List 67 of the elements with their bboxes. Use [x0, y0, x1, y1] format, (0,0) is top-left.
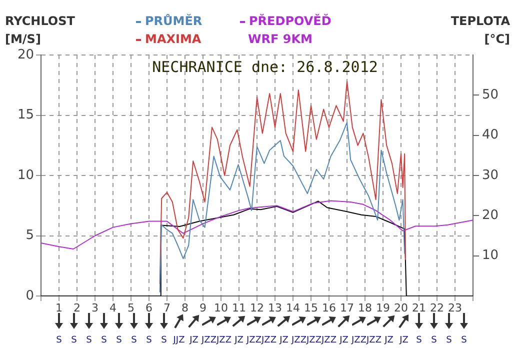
text: JZ: [188, 335, 198, 346]
text: JZ: [384, 335, 394, 346]
x-tick-label: 23: [448, 301, 462, 314]
x-tick-label: 11: [232, 301, 246, 314]
text: JZ: [398, 335, 408, 346]
text: JZZ: [366, 335, 382, 346]
text: S: [101, 335, 108, 346]
y2-tick-label: 50: [482, 88, 499, 103]
chart-title: NECHRANICE dne: 26.8.2012: [152, 58, 378, 76]
text: S: [146, 335, 152, 346]
y-tick-label: 20: [17, 47, 34, 62]
x-tick-label: 18: [358, 301, 372, 314]
y-axis-title: RYCHLOST [M/S]: [5, 14, 76, 46]
x-tick-label: 8: [182, 301, 188, 314]
y-tick-label: 10: [17, 168, 34, 183]
x-tick-label: 20: [394, 301, 408, 314]
x-tick-label: 21: [412, 301, 426, 314]
text: S: [116, 335, 122, 346]
y-tick-label: 5: [26, 228, 34, 244]
text: S: [416, 335, 422, 346]
x-tick-label: 13: [268, 301, 282, 314]
x-tick-label: 16: [322, 301, 336, 314]
text: JZZ: [306, 335, 322, 346]
x-tick-label: 6: [146, 301, 152, 314]
y-tick-label: 0: [26, 288, 34, 304]
x-tick-label: 4: [110, 301, 116, 314]
text: S: [131, 335, 138, 346]
text: JZZ: [200, 335, 216, 346]
y2-tick-label: 10: [482, 248, 499, 264]
text: JZ: [338, 335, 348, 346]
x-tick-label: 5: [128, 301, 134, 314]
legend-label: MAXIMA: [145, 32, 202, 46]
text: JZZ: [320, 335, 336, 346]
text: S: [446, 335, 452, 346]
x-tick-label: 7: [164, 301, 170, 314]
y2-axis-title: TEPLOTA [°C]: [450, 14, 511, 46]
x-tick-label: 1: [56, 301, 62, 314]
x-tick-label: 10: [214, 301, 228, 314]
y2-tick-label: 20: [482, 208, 499, 224]
x-tick-label: 2: [74, 301, 80, 314]
x-tick-label: 3: [92, 301, 98, 314]
text: JJZ: [172, 335, 185, 346]
text: JZ: [278, 335, 288, 346]
text: JZZ: [260, 335, 276, 346]
x-tick-label: 9: [200, 301, 206, 314]
y-tick-label: 15: [17, 108, 34, 123]
x-tick-label: 19: [376, 301, 390, 314]
text: S: [56, 335, 62, 346]
text: JZZ: [350, 335, 366, 346]
x-tick-label: 12: [250, 301, 264, 314]
y2-tick-label: 30: [482, 168, 499, 183]
x-tick-label: 14: [286, 301, 300, 314]
text: S: [86, 335, 92, 346]
text: JZZ: [216, 335, 232, 346]
text: JZ: [234, 335, 244, 346]
x-tick-label: 22: [430, 301, 444, 314]
text: S: [431, 335, 438, 346]
x-tick-label: 17: [340, 301, 354, 314]
text: S: [71, 335, 78, 346]
text: S: [161, 335, 168, 346]
text: JZZ: [246, 335, 262, 346]
legend-label: PRŮMĚR: [145, 13, 202, 28]
x-tick-label: 15: [304, 301, 318, 314]
text: S: [461, 335, 468, 346]
legend-label: PŘEDPOVĚĎ WRF 9KM: [248, 13, 332, 46]
y2-tick-label: 40: [482, 128, 499, 143]
text: JZZ: [290, 335, 306, 346]
